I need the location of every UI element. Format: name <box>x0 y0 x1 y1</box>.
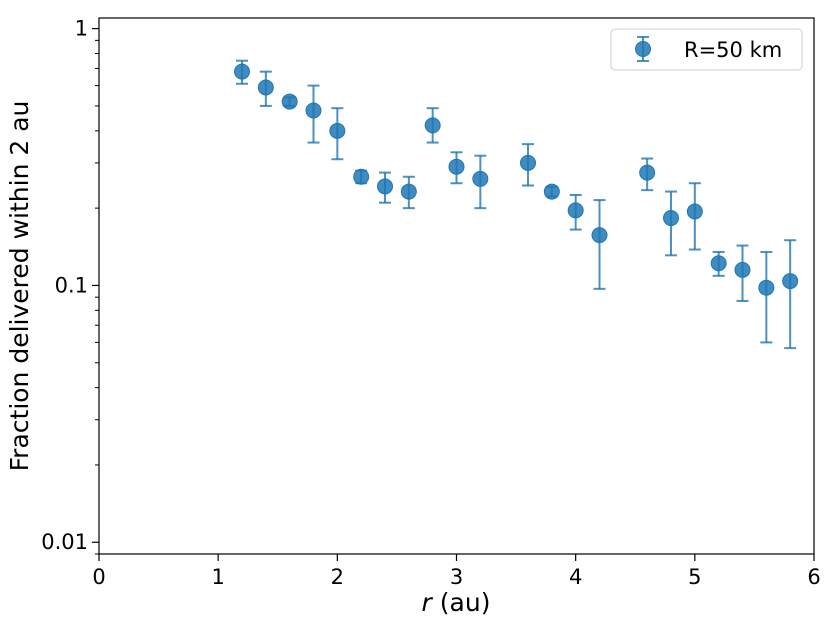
data-point <box>472 154 489 210</box>
x-axis-label-symbol: r <box>422 588 434 617</box>
marker <box>329 122 346 139</box>
data-point <box>400 175 417 210</box>
marker <box>448 158 465 175</box>
x-tick-label: 4 <box>569 565 582 589</box>
data-point <box>734 244 751 302</box>
x-tick-label: 6 <box>807 565 820 589</box>
legend-marker-dot <box>635 41 651 57</box>
marker <box>281 93 298 110</box>
marker <box>543 183 560 200</box>
data-point <box>281 93 298 110</box>
plot-frame <box>98 17 815 555</box>
marker <box>472 170 489 187</box>
data-point <box>567 193 584 231</box>
data-point <box>377 171 393 204</box>
data-point <box>758 250 775 344</box>
marker <box>758 279 775 296</box>
x-major-ticks: 0 1 2 3 4 5 6 <box>92 554 821 589</box>
x-tick-label: 1 <box>211 565 224 589</box>
x-tick-label: 2 <box>331 565 344 589</box>
legend-box <box>610 28 803 71</box>
data-point <box>543 183 560 200</box>
marker <box>734 261 751 278</box>
data-points <box>234 59 799 350</box>
marker <box>424 117 441 134</box>
y-minor-ticks <box>95 39 99 555</box>
data-point <box>234 59 250 85</box>
data-point <box>663 190 679 257</box>
y-axis-label: Fraction delivered within 2 au <box>5 101 34 472</box>
x-tick-label: 0 <box>92 565 105 589</box>
marker <box>710 255 727 272</box>
marker <box>257 79 274 96</box>
marker <box>782 273 799 290</box>
legend: R=50 km <box>610 28 803 71</box>
marker <box>377 178 393 195</box>
marker <box>686 203 703 220</box>
data-point <box>257 70 274 107</box>
y-tick-label: 0.1 <box>55 273 88 297</box>
marker <box>520 154 536 171</box>
x-tick-label: 5 <box>688 565 701 589</box>
marker <box>400 183 417 200</box>
marker <box>353 168 370 185</box>
data-point <box>353 168 370 185</box>
data-point <box>782 239 799 350</box>
data-point <box>591 199 608 290</box>
x-axis-label-unit: (au) <box>432 588 491 617</box>
y-tick-label: 0.01 <box>41 530 88 554</box>
data-point <box>520 143 536 187</box>
marker <box>639 164 656 181</box>
x-tick-label: 3 <box>450 565 463 589</box>
data-point <box>305 84 322 144</box>
data-point <box>639 157 656 192</box>
marker <box>234 63 250 80</box>
data-point <box>448 151 465 185</box>
data-point <box>424 107 441 144</box>
data-point <box>710 250 727 277</box>
legend-marker <box>635 36 651 62</box>
marker <box>305 102 322 119</box>
legend-label: R=50 km <box>684 38 782 62</box>
x-axis-label: r (au) <box>422 588 491 617</box>
plot-area <box>99 18 814 554</box>
y-major-ticks: 1 0.1 0.01 <box>41 17 99 554</box>
data-point <box>329 107 346 161</box>
y-tick-label: 1 <box>75 17 88 41</box>
marker <box>663 210 679 227</box>
data-point <box>686 182 703 251</box>
marker <box>567 202 584 219</box>
marker <box>591 227 608 244</box>
